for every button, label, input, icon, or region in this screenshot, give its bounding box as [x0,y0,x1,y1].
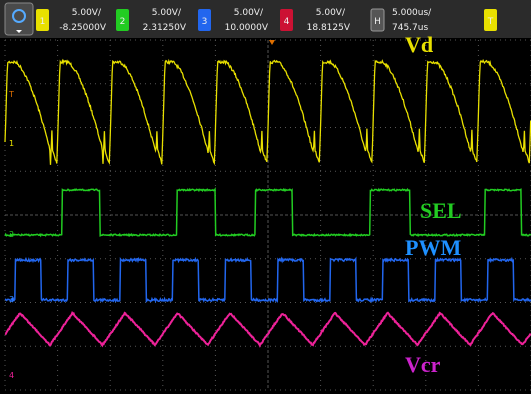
trace-label: Vcr [405,352,441,377]
channel-offset: 18.8125V [307,23,351,33]
channel-offset: 10.0000V [225,23,269,33]
channel-offset: 2.31250V [143,23,187,33]
channel-marker: 3 [9,295,14,304]
scope: 1 5.00V/ -8.25000V 2 5.00V/2.31250V 3 5.00V/10… [0,0,531,394]
channel-marker: 2 [9,230,14,239]
trigger-point [269,40,275,45]
channel-scale: 5.00V/ [152,8,182,18]
trace-label: PWM [405,235,461,260]
trace-label: SEL [420,198,462,223]
channel-scale: 5.00V/ [72,8,102,18]
scope-screen: 1 5.00V/ -8.25000V 2 5.00V/2.31250V 3 5.00V/10… [0,0,531,394]
channel-offset: -8.25000V [59,23,106,33]
trace-label: Vd [405,32,433,57]
channel-number: 2 [120,17,126,27]
channel-number: 4 [284,17,290,27]
channel-number: 1 [40,17,46,27]
channel-marker: 1 [9,139,14,148]
channel-scale: 5.00V/ [234,8,264,18]
channel-marker: 4 [9,371,14,380]
channel-number: 3 [202,17,208,27]
horizontal-label: H [374,17,381,27]
trigger-label: T [487,17,494,27]
horizontal-scale: 5.000us/ [392,8,432,18]
channel-marker: T [8,90,14,99]
channel-scale: 5.00V/ [316,8,346,18]
